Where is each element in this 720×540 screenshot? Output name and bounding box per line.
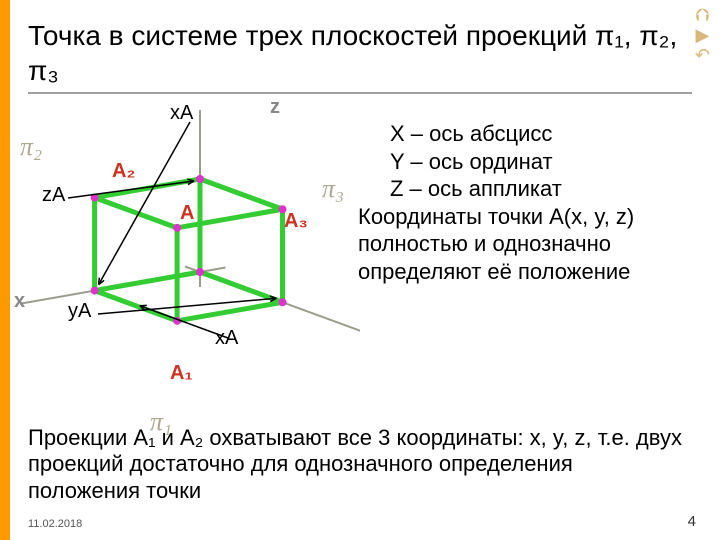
page-number: 4 — [688, 513, 696, 530]
return-icon[interactable]: ↶ — [695, 46, 710, 64]
axis-x-line: X – ось абсцисс — [390, 120, 698, 148]
coord-line: Координаты точки A(x, y, z) полностью и … — [358, 203, 698, 286]
label-zA: zA — [42, 184, 65, 207]
label-x: x — [14, 290, 25, 313]
label-pi3: π₃ — [322, 174, 344, 204]
axis-y-line: Y – ось ординат — [390, 148, 698, 176]
label-pi2: π₂ — [20, 132, 42, 162]
label-yA: yA — [68, 300, 91, 323]
title-rule — [28, 92, 692, 94]
header: Точка в системе трех плоскостей проекций… — [0, 0, 720, 102]
play-icon[interactable]: ▶ — [696, 26, 710, 44]
label-z: z — [270, 96, 280, 119]
home-icon[interactable]: ⮉ — [696, 6, 710, 24]
label-xA-top: xA — [170, 102, 193, 125]
label-A1: A₁ — [170, 362, 193, 385]
bottom-paragraph: Проекции A₁ и A₂ охватывают все 3 коорди… — [28, 425, 688, 504]
footer-date: 11.02.2018 — [28, 518, 82, 530]
diagram: xA zA yA xA A₂ A A₃ A₁ π₂ π₃ π₁ z x — [20, 102, 360, 432]
label-A3: A₃ — [284, 210, 308, 233]
nav-icons: ⮉ ▶ ↶ — [695, 6, 710, 64]
axis-z-line: Z – ось аппликат — [390, 175, 698, 203]
page-title: Точка в системе трех плоскостей проекций… — [28, 18, 692, 88]
label-A2: A₂ — [112, 160, 135, 183]
label-A: A — [180, 202, 194, 225]
label-xA-bot: xA — [215, 327, 238, 350]
axis-description: X – ось абсцисс Y – ось ординат Z – ось … — [358, 120, 698, 285]
